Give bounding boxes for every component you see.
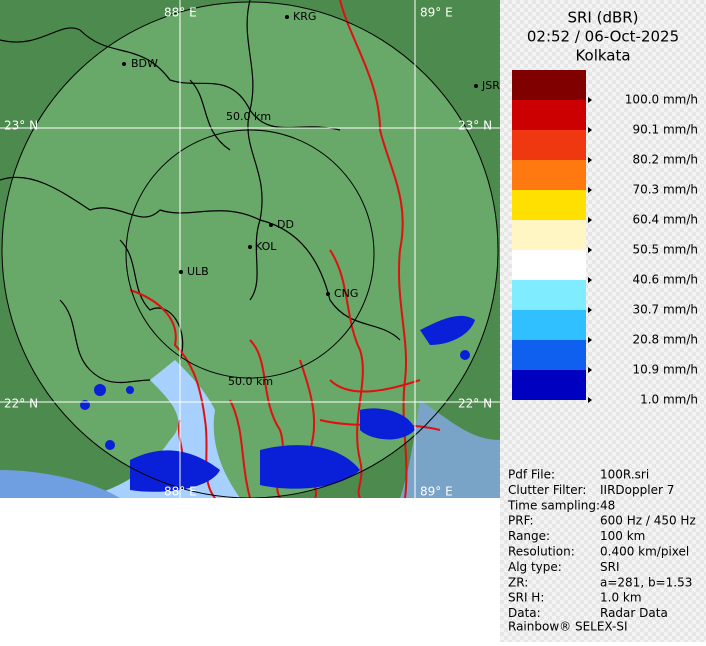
legend-label: 50.5 mm/h [632,243,698,257]
city-dots [122,15,478,296]
range-ring [125,129,375,379]
sea [400,400,500,498]
info-value: 1.0 km [600,591,642,605]
legend-swatch [512,370,586,400]
lon-label: 89° E [420,6,453,20]
legend-tick [588,127,592,133]
info-value: 0.400 km/pixel [600,545,689,559]
legend-title: Kolkata [575,47,630,65]
legend-tick [588,307,592,313]
legend-tick [588,97,592,103]
info-key: ZR: [508,575,528,589]
city-label: ULB [187,265,209,278]
legend-title: SRI (dBR) [567,9,638,27]
legend-swatch [512,190,586,220]
legend-label: 70.3 mm/h [632,183,698,197]
legend-swatch [512,100,586,130]
lat-label: 23° N [458,119,492,133]
info-value: 100 km [600,529,645,543]
legend-swatch [512,340,586,370]
info-key: Alg type: [508,560,562,574]
legend-label: 20.8 mm/h [632,333,698,347]
info-key: Resolution: [508,545,575,559]
legend-tick [588,157,592,163]
legend-tick [588,277,592,283]
lon-label: 88° E [164,485,197,499]
info-value: 48 [600,498,615,512]
legend-swatch [512,250,586,280]
sea [0,470,120,498]
legend-label: 90.1 mm/h [632,123,698,137]
legend-label: 80.2 mm/h [632,153,698,167]
info-value: IIRDoppler 7 [600,483,674,497]
info-value: 600 Hz / 450 Hz [600,514,696,528]
legend-swatch [512,220,586,250]
city-label: DD [277,218,294,231]
info-key: Clutter Filter: [508,483,586,497]
legend-swatch [512,310,586,340]
legend-title: 02:52 / 06-Oct-2025 [527,28,679,46]
lat-label: 22° N [4,397,38,411]
info-value: 100R.sri [600,468,649,482]
info-value: Radar Data [600,606,668,620]
legend-label: 30.7 mm/h [632,303,698,317]
info-key: PRF: [508,514,534,528]
graticule [0,0,500,498]
legend-label: 100.0 mm/h [625,93,698,107]
ring-label: 50.0 km [228,375,273,388]
legend-tick [588,187,592,193]
footer: Rainbow® SELEX-SI [508,620,628,634]
legend-swatch [512,160,586,190]
city-label: KOL [255,240,277,253]
legend-label: 40.6 mm/h [632,273,698,287]
city-label: CNG [334,287,358,300]
lat-label: 23° N [4,119,38,133]
map: 88° E 89° E 88° E 89° E 23° N 23° N 22° … [0,0,500,499]
city-label: JSR [481,79,500,92]
lon-label: 88° E [164,6,197,20]
info-key: SRI H: [508,591,544,605]
info-value: a=281, b=1.53 [600,575,692,589]
info-key: Pdf File: [508,468,555,482]
legend-label: 60.4 mm/h [632,213,698,227]
legend-swatch [512,130,586,160]
legend-tick [588,217,592,223]
legend-label: 10.9 mm/h [632,363,698,377]
lon-label: 89° E [420,485,453,499]
city-label: KRG [293,10,316,23]
legend: SRI (dBR) 02:52 / 06-Oct-2025 Kolkata 10… [512,9,698,407]
legend-swatch [512,280,586,310]
legend-tick [588,397,592,403]
legend-tick [588,367,592,373]
info-key: Data: [508,606,541,620]
legend-label: 1.0 mm/h [640,393,698,407]
legend-tick [588,337,592,343]
lat-label: 22° N [458,397,492,411]
info-key: Time sampling: [507,498,600,512]
legend-swatch [512,70,586,100]
ring-label: 50.0 km [226,110,271,123]
info-value: SRI [600,560,620,574]
info-table: Pdf File: 100R.sri Clutter Filter: IIRDoppl… [507,468,696,634]
city-label: BDW [131,57,158,70]
rain-echoes [80,315,475,492]
info-key: Range: [508,529,550,543]
boundaries [0,0,401,384]
radar-coverage [2,2,498,498]
range-ring [1,1,499,498]
legend-tick [588,247,592,253]
